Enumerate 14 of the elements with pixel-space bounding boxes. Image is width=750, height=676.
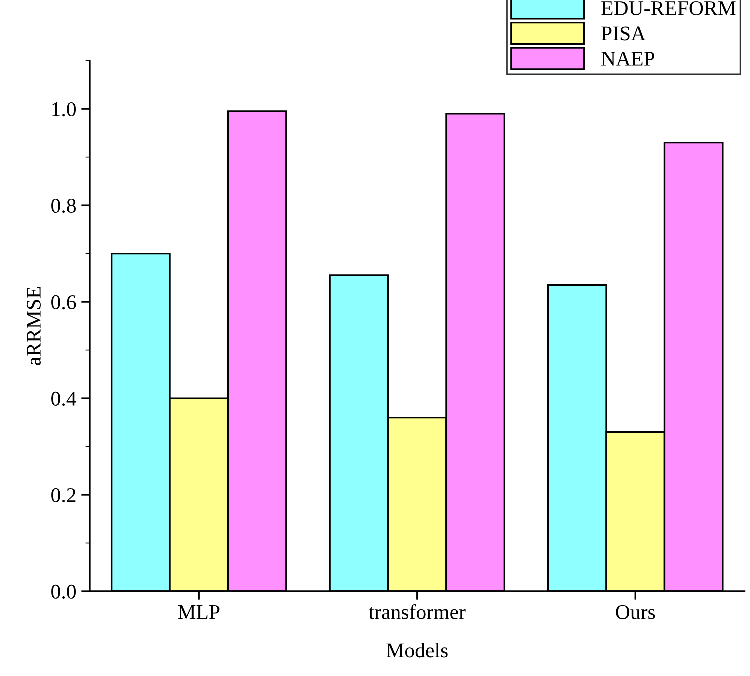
y-tick-label: 0.6 bbox=[52, 295, 76, 310]
legend-label: PISA bbox=[602, 26, 646, 41]
y-tick-label: 1.0 bbox=[52, 102, 76, 117]
y-tick-label: 0.0 bbox=[52, 584, 76, 600]
y-axis-title: aRRMSE bbox=[26, 287, 41, 366]
y-tick-label: 0.4 bbox=[52, 392, 76, 406]
x-axis-title: Models bbox=[386, 643, 448, 658]
y-tick-label: 0.2 bbox=[52, 488, 76, 503]
y-tick-label: 0.8 bbox=[52, 198, 76, 214]
legend-label: NAEP bbox=[602, 52, 655, 66]
x-tick-label: Ours bbox=[616, 605, 656, 620]
x-tick-label: transformer bbox=[368, 604, 466, 620]
x-tick-label: MLP bbox=[178, 606, 220, 620]
legend-label: EDU-REFORM bbox=[602, 1, 736, 16]
